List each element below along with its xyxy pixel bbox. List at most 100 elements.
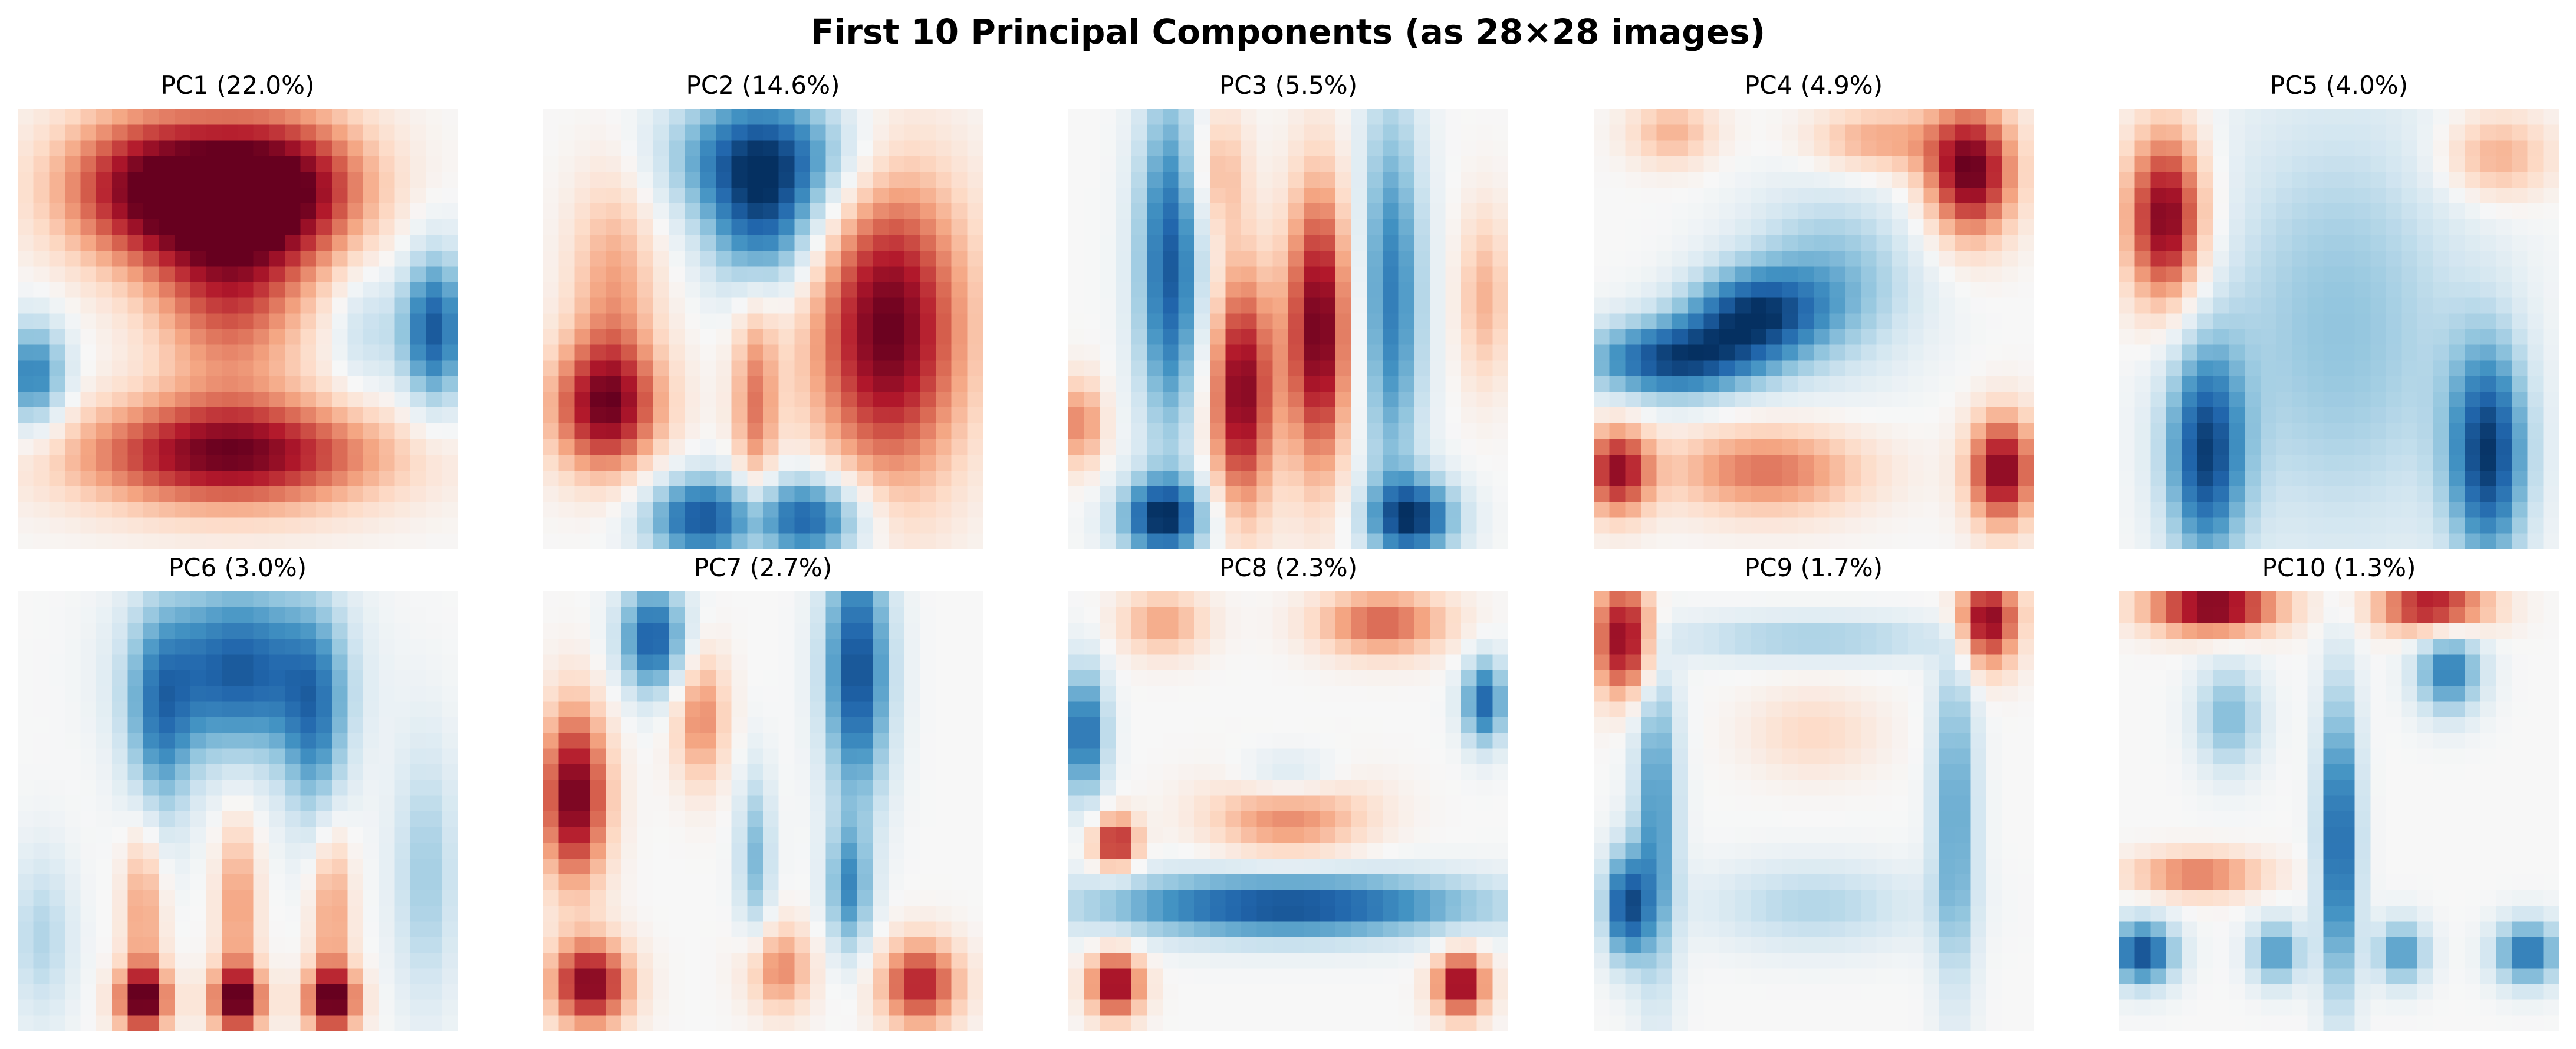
heatmap-cell xyxy=(269,890,285,906)
heatmap-cell xyxy=(1986,313,2002,329)
heatmap-cell xyxy=(1672,439,1688,455)
heatmap-cell xyxy=(1209,329,1226,345)
heatmap-cell xyxy=(2465,423,2480,439)
heatmap-cell xyxy=(1656,109,1673,125)
heatmap-cell xyxy=(1414,360,1430,376)
heatmap-cell xyxy=(2119,297,2135,314)
heatmap-cell xyxy=(2354,376,2371,392)
heatmap-cell xyxy=(2213,423,2229,439)
heatmap-cell xyxy=(684,407,700,423)
heatmap-cell xyxy=(363,952,379,969)
heatmap-cell xyxy=(2134,423,2151,439)
heatmap-cell xyxy=(175,250,191,267)
heatmap-cell xyxy=(394,282,411,298)
heatmap-cell xyxy=(1209,297,1226,314)
heatmap-cell xyxy=(1955,376,1971,392)
heatmap-cell xyxy=(33,282,50,298)
heatmap-cell xyxy=(1367,203,1383,219)
heatmap-cell xyxy=(238,250,254,267)
heatmap-cell xyxy=(825,623,842,639)
heatmap-cell xyxy=(49,439,65,455)
heatmap-cell xyxy=(190,109,206,125)
heatmap-cell xyxy=(1288,235,1304,251)
heatmap-cell xyxy=(80,235,97,251)
heatmap-cell xyxy=(331,235,348,251)
heatmap-cell xyxy=(80,890,97,906)
heatmap-cell xyxy=(2134,392,2151,408)
heatmap-cell xyxy=(951,685,968,702)
heatmap-cell xyxy=(80,376,97,392)
heatmap-cell xyxy=(873,188,889,203)
heatmap-cell xyxy=(2166,329,2182,345)
heatmap-cell xyxy=(1241,376,1257,392)
heatmap-cell xyxy=(269,858,285,874)
heatmap-cell xyxy=(300,999,317,1016)
heatmap-cell xyxy=(1860,502,1877,518)
heatmap-cell xyxy=(2166,266,2182,282)
heatmap-cell xyxy=(379,748,395,765)
heatmap-cell xyxy=(731,250,748,267)
heatmap-cell xyxy=(1335,439,1351,455)
heatmap-cell xyxy=(1382,470,1399,486)
heatmap-cell xyxy=(2002,533,2018,549)
heatmap-cell xyxy=(763,423,779,439)
heatmap-cell xyxy=(159,717,175,733)
heatmap-cell xyxy=(64,156,81,172)
heatmap-cell xyxy=(1687,517,1704,534)
heatmap-cell xyxy=(1609,517,1626,534)
heatmap-cell xyxy=(2512,188,2528,203)
heatmap-cell xyxy=(794,266,810,282)
heatmap-cell xyxy=(810,266,826,282)
heatmap-cell xyxy=(920,591,936,607)
heatmap-cell xyxy=(442,717,458,733)
heatmap-cell xyxy=(1147,219,1163,235)
heatmap-cell xyxy=(190,188,206,203)
heatmap-cell xyxy=(253,423,269,439)
heatmap-cell xyxy=(80,591,97,607)
heatmap-cell xyxy=(300,937,317,953)
heatmap-cell xyxy=(2512,407,2528,423)
heatmap-cell xyxy=(2292,423,2308,439)
heatmap-cell xyxy=(1492,282,1508,298)
heatmap-cell xyxy=(2307,392,2324,408)
heatmap-cell xyxy=(2543,407,2559,423)
heatmap-cell xyxy=(316,282,332,298)
heatmap-cell xyxy=(558,455,575,471)
heatmap-cell xyxy=(857,732,873,749)
heatmap-cell xyxy=(951,297,968,314)
heatmap-cell xyxy=(442,999,458,1016)
heatmap-cell xyxy=(873,455,889,471)
heatmap-cell xyxy=(379,407,395,423)
heatmap-cell xyxy=(951,235,968,251)
heatmap-cell xyxy=(1594,297,1610,314)
heatmap-cell xyxy=(2213,470,2229,486)
heatmap-cell xyxy=(18,124,34,141)
heatmap-cell xyxy=(300,811,317,827)
heatmap-cell xyxy=(936,360,952,376)
heatmap-cell xyxy=(825,156,842,172)
heatmap-cell xyxy=(18,968,34,985)
heatmap-cell xyxy=(669,219,685,235)
heatmap-cell xyxy=(1640,124,1657,141)
heatmap-cell xyxy=(175,843,191,859)
heatmap-cell xyxy=(300,638,317,655)
heatmap-cell xyxy=(394,423,411,439)
heatmap-cell xyxy=(1766,124,1782,141)
heatmap-cell xyxy=(1751,360,1767,376)
heatmap-cell xyxy=(1860,517,1877,534)
heatmap-cell xyxy=(96,188,112,203)
heatmap-cell xyxy=(269,439,285,455)
heatmap-cell xyxy=(763,732,779,749)
heatmap-cell xyxy=(316,952,332,969)
heatmap-cell xyxy=(2276,172,2292,188)
heatmap-cell xyxy=(269,470,285,486)
heatmap-cell xyxy=(238,455,254,471)
heatmap-cell xyxy=(269,392,285,408)
heatmap-cell xyxy=(2449,360,2465,376)
heatmap-cell xyxy=(331,984,348,1000)
heatmap-cell xyxy=(825,124,842,141)
heatmap-cell xyxy=(637,407,653,423)
heatmap-cell xyxy=(2449,203,2465,219)
heatmap-cell xyxy=(1209,235,1226,251)
heatmap-cell xyxy=(653,423,669,439)
